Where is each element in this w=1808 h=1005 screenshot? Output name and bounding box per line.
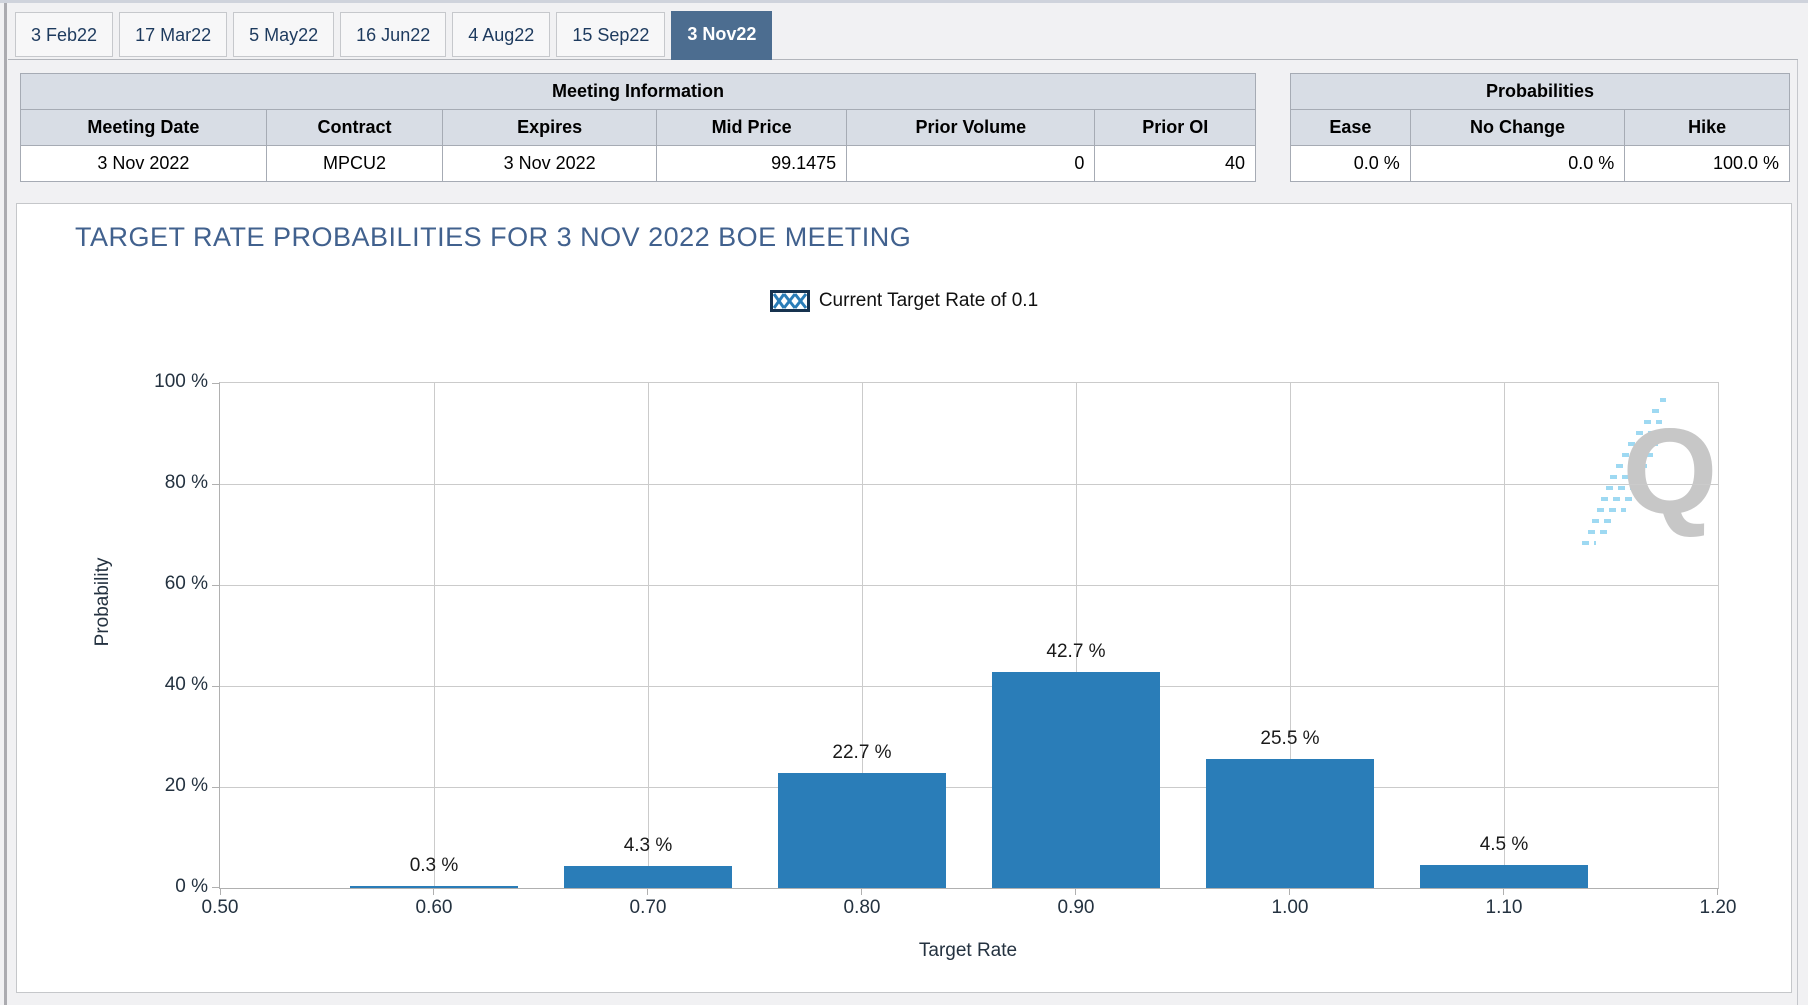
bar-label-1.10: 4.5 %: [1479, 834, 1529, 855]
y-axis-tick: [212, 383, 219, 384]
x-axis-tick: [647, 888, 648, 895]
bar-label-0.60: 0.3 %: [409, 855, 459, 876]
meeting-information-table: Meeting Information Meeting Date Contract E…: [20, 73, 1256, 182]
cell-no-change: 0.0 %: [1409, 145, 1626, 182]
x-tick-label: 0.90: [1057, 897, 1095, 918]
y-axis-tick: [212, 887, 219, 888]
bar-label-1.00: 25.5 %: [1260, 728, 1320, 749]
x-tick-label: 0.50: [201, 897, 239, 918]
cell-hike: 100.0 %: [1624, 145, 1790, 182]
probabilities-table: Probabilities Ease No Change Hike 0.0 % 0.0 %…: [1290, 73, 1790, 182]
cell-expires: 3 Nov 2022: [442, 145, 657, 182]
bar-0.80: [778, 773, 946, 888]
probabilities-title: Probabilities: [1290, 73, 1790, 110]
legend-swatch-icon: [769, 290, 810, 312]
rate-probability-chart: TARGET RATE PROBABILITIES FOR 3 NOV 2022…: [16, 203, 1792, 993]
chart-legend: Current Target Rate of 0.1: [17, 290, 1791, 312]
column-header-mid-price: Mid Price: [655, 109, 848, 146]
cell-meeting-date: 3 Nov 2022: [20, 145, 267, 182]
cell-ease: 0.0 %: [1290, 145, 1411, 182]
column-header-hike: Hike: [1624, 109, 1790, 146]
window-right-edge: [1797, 60, 1798, 1005]
y-tick-label: 100 %: [154, 371, 208, 392]
cell-prior-volume: 0: [846, 145, 1096, 182]
gridline-vertical: [1076, 383, 1077, 888]
tab-3-feb22[interactable]: 3 Feb22: [15, 12, 114, 57]
tab-3-nov22[interactable]: 3 Nov22: [671, 11, 773, 60]
cell-prior-oi: 40: [1094, 145, 1256, 182]
cell-mid-price: 99.1475: [655, 145, 848, 182]
y-tick-label: 80 %: [164, 472, 208, 493]
gridline-horizontal: [220, 585, 1718, 586]
y-axis-tick: [212, 484, 219, 485]
y-tick-label: 60 %: [164, 573, 208, 594]
bar-label-0.80: 22.7 %: [832, 742, 892, 763]
gridline-vertical: [434, 383, 435, 888]
x-axis-tick: [1289, 888, 1290, 895]
x-tick-label: 1.00: [1271, 897, 1309, 918]
column-header-meeting-date: Meeting Date: [20, 109, 267, 146]
column-header-no-change: No Change: [1409, 109, 1626, 146]
tab-16-jun22[interactable]: 16 Jun22: [340, 12, 447, 57]
gridline-vertical: [1504, 383, 1505, 888]
column-header-prior-volume: Prior Volume: [846, 109, 1096, 146]
gridline-horizontal: [220, 484, 1718, 485]
x-tick-label: 0.60: [415, 897, 453, 918]
x-axis-tick: [1717, 888, 1718, 895]
gridline-vertical: [862, 383, 863, 888]
bar-1.10: [1420, 865, 1588, 888]
tabbar-divider: [8, 59, 1798, 60]
tab-15-sep22[interactable]: 15 Sep22: [556, 12, 666, 57]
y-axis-tick: [212, 787, 219, 788]
x-axis-tick: [220, 888, 221, 895]
chart-title: TARGET RATE PROBABILITIES FOR 3 NOV 2022…: [75, 222, 912, 252]
meeting-information-title: Meeting Information: [20, 73, 1256, 110]
column-header-expires: Expires: [442, 109, 657, 146]
x-tick-label: 1.10: [1485, 897, 1523, 918]
legend-label: Current Target Rate of 0.1: [818, 290, 1039, 311]
bar-label-0.70: 4.3 %: [623, 835, 673, 856]
y-tick-label: 40 %: [164, 674, 208, 695]
window-left-edge: [4, 3, 7, 1005]
x-tick-label: 0.70: [629, 897, 667, 918]
tab-4-aug22[interactable]: 4 Aug22: [452, 12, 551, 57]
x-axis-title: Target Rate: [918, 940, 1018, 961]
gridline-horizontal: [220, 787, 1718, 788]
table-row: 3 Nov 2022 MPCU2 3 Nov 2022 99.1475 0 40: [20, 145, 1256, 182]
gridline-vertical: [648, 383, 649, 888]
svg-text:Q: Q: [1623, 403, 1718, 539]
y-tick-label: 0 %: [175, 876, 208, 897]
y-tick-label: 20 %: [164, 775, 208, 796]
column-header-contract: Contract: [265, 109, 444, 146]
x-tick-label: 0.80: [843, 897, 881, 918]
quikstrike-watermark-icon: Q: [1582, 398, 1718, 545]
bar-0.70: [564, 866, 732, 888]
bar-0.90: [992, 672, 1160, 888]
gridline-horizontal: [220, 686, 1718, 687]
x-tick-label: 1.20: [1699, 897, 1737, 918]
bar-0.60: [350, 886, 518, 888]
tab-5-may22[interactable]: 5 May22: [233, 12, 335, 57]
meeting-date-tabs: 3 Feb22 17 Mar22 5 May22 16 Jun22 4 Aug22 15 …: [15, 11, 773, 60]
x-axis-tick: [861, 888, 862, 895]
gridline-vertical: [1290, 383, 1291, 888]
bar-label-0.90: 42.7 %: [1046, 641, 1106, 662]
y-axis-tick: [212, 585, 219, 586]
y-axis-title: Probability: [92, 557, 113, 647]
bar-1.00: [1206, 759, 1374, 888]
x-axis-tick: [433, 888, 434, 895]
x-axis-tick: [1075, 888, 1076, 895]
column-header-prior-oi: Prior OI: [1094, 109, 1256, 146]
x-axis-tick: [1503, 888, 1504, 895]
column-header-ease: Ease: [1290, 109, 1411, 146]
plot-area: Q 0.50 0.60 0.70 0.80 0.90 1.00 1.10 1.20 0 % 20 …: [154, 371, 1736, 918]
y-axis-tick: [212, 686, 219, 687]
cell-contract: MPCU2: [265, 145, 444, 182]
table-row: 0.0 % 0.0 % 100.0 %: [1290, 145, 1790, 182]
tab-17-mar22[interactable]: 17 Mar22: [119, 12, 228, 57]
